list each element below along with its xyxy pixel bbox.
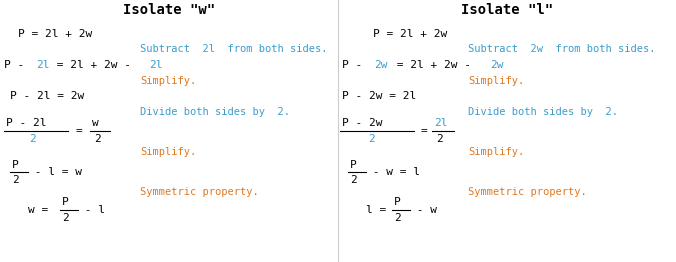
Text: P -: P -: [4, 60, 31, 70]
Text: Divide both sides by  2.: Divide both sides by 2.: [140, 107, 290, 117]
Text: P: P: [350, 160, 357, 170]
Text: P -: P -: [342, 60, 369, 70]
Text: 2l: 2l: [149, 60, 162, 70]
Text: Divide both sides by  2.: Divide both sides by 2.: [468, 107, 618, 117]
Text: P = 2l + 2w: P = 2l + 2w: [373, 29, 448, 39]
Text: Symmetric property.: Symmetric property.: [468, 187, 587, 197]
Text: 2: 2: [29, 134, 36, 144]
Text: - l = w: - l = w: [28, 167, 82, 177]
Text: Simplify.: Simplify.: [468, 76, 525, 86]
Text: w =: w =: [28, 205, 55, 215]
Text: 2: 2: [350, 175, 357, 185]
Text: P: P: [394, 197, 401, 207]
Text: Isolate "w": Isolate "w": [123, 3, 215, 17]
Text: P: P: [62, 197, 69, 207]
Text: Subtract  2w  from both sides.: Subtract 2w from both sides.: [468, 44, 656, 54]
Text: 2: 2: [436, 134, 443, 144]
Text: 2: 2: [394, 213, 401, 223]
Text: Symmetric property.: Symmetric property.: [140, 187, 259, 197]
Text: P = 2l + 2w: P = 2l + 2w: [18, 29, 92, 39]
Text: - w: - w: [410, 205, 437, 215]
Text: 2: 2: [94, 134, 101, 144]
Text: w: w: [92, 118, 99, 128]
Text: Isolate "l": Isolate "l": [461, 3, 553, 17]
Text: 2l: 2l: [434, 118, 448, 128]
Text: l =: l =: [366, 205, 393, 215]
Text: 2: 2: [12, 175, 19, 185]
Text: 2w: 2w: [374, 60, 387, 70]
Text: 2: 2: [368, 134, 375, 144]
Text: =: =: [76, 126, 82, 136]
Text: P - 2w = 2l: P - 2w = 2l: [342, 91, 416, 101]
Text: P - 2w: P - 2w: [342, 118, 383, 128]
Text: - l: - l: [78, 205, 105, 215]
Text: = 2l + 2w -: = 2l + 2w -: [390, 60, 478, 70]
Text: P - 2l = 2w: P - 2l = 2w: [10, 91, 84, 101]
Text: Simplify.: Simplify.: [468, 147, 525, 157]
Text: P - 2l: P - 2l: [6, 118, 47, 128]
Text: - w = l: - w = l: [366, 167, 420, 177]
Text: Subtract  2l  from both sides.: Subtract 2l from both sides.: [140, 44, 327, 54]
Text: Simplify.: Simplify.: [140, 76, 196, 86]
Text: =: =: [421, 126, 428, 136]
Text: P: P: [12, 160, 19, 170]
Text: Simplify.: Simplify.: [140, 147, 196, 157]
Text: 2w: 2w: [490, 60, 504, 70]
Text: 2: 2: [62, 213, 69, 223]
Text: 2l: 2l: [36, 60, 49, 70]
Text: = 2l + 2w -: = 2l + 2w -: [50, 60, 138, 70]
